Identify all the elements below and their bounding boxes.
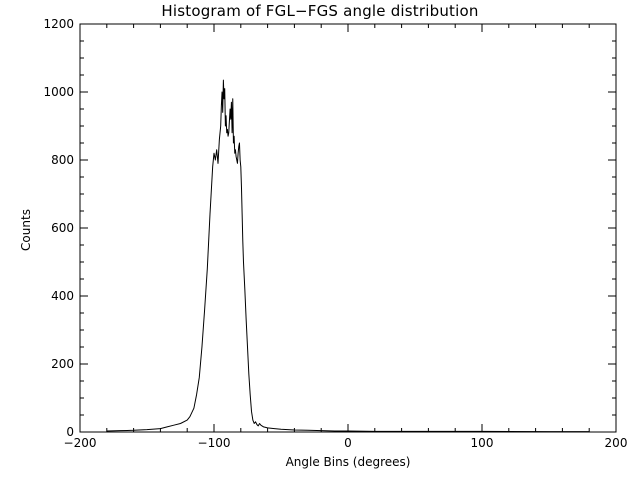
tick-labels: −200 −100 0 100 200 0 200 400 600 800 1000 1200	[43, 17, 627, 450]
x-tick-label: −200	[64, 436, 97, 450]
y-tick-label: 200	[51, 357, 74, 371]
chart-title: Histogram of FGL−FGS angle distribution	[161, 2, 479, 20]
x-tick-label: 200	[605, 436, 628, 450]
x-tick-label: 0	[344, 436, 352, 450]
series-group	[106, 79, 590, 433]
axis-ticks	[79, 23, 617, 433]
series-line	[106, 79, 590, 433]
y-tick-label: 1000	[43, 85, 74, 99]
plot-frame	[79, 23, 617, 433]
x-tick-label: −100	[198, 436, 231, 450]
y-tick-label: 800	[51, 153, 74, 167]
x-axis-label: Angle Bins (degrees)	[285, 455, 411, 469]
y-tick-label: 600	[51, 221, 74, 235]
x-tick-label: 100	[471, 436, 494, 450]
y-tick-label: 1200	[43, 17, 74, 31]
y-tick-label: 0	[66, 425, 74, 439]
y-tick-label: 400	[51, 289, 74, 303]
